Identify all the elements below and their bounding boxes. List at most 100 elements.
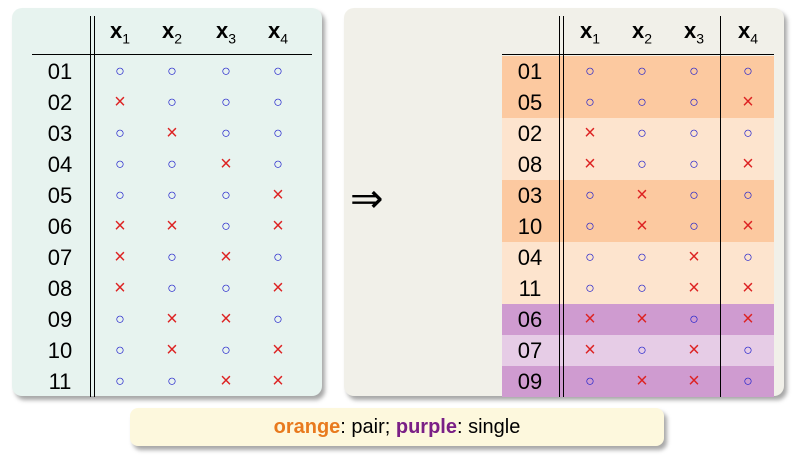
cross-mark: × — [114, 246, 126, 268]
circle-mark: ○ — [743, 373, 753, 390]
circle-mark: ○ — [221, 187, 231, 204]
table-row: 05 ○ ○ ○ × — [32, 180, 312, 211]
header-x3: x3 — [674, 8, 714, 46]
circle-mark: ○ — [115, 125, 125, 142]
legend-caption: orange: pair; purple: single — [130, 408, 664, 446]
circle-mark: ○ — [637, 156, 647, 173]
cross-mark: × — [636, 215, 648, 237]
circle-mark: ○ — [743, 249, 753, 266]
table-row: 11 ○ ○ × × — [502, 273, 774, 304]
cross-mark: × — [220, 246, 232, 268]
circle-mark: ○ — [637, 94, 647, 111]
cross-mark: × — [742, 153, 754, 175]
circle-mark: ○ — [689, 311, 699, 328]
header-x2: x2 — [622, 8, 662, 46]
header-x2: x2 — [152, 8, 192, 46]
circle-mark: ○ — [221, 125, 231, 142]
circle-mark: ○ — [115, 311, 125, 328]
table-row: 06 × × ○ × — [32, 211, 312, 242]
header-x3: x3 — [206, 8, 246, 46]
cross-mark: × — [584, 122, 596, 144]
row-id: 10 — [47, 338, 73, 363]
row-id: 07 — [47, 245, 73, 270]
row-id: 03 — [47, 121, 73, 146]
circle-mark: ○ — [273, 249, 283, 266]
cross-mark: × — [114, 215, 126, 237]
circle-mark: ○ — [273, 156, 283, 173]
cross-mark: × — [220, 370, 232, 392]
circle-mark: ○ — [743, 187, 753, 204]
caption-single-text: : single — [457, 416, 521, 438]
circle-mark: ○ — [167, 63, 177, 80]
table-row: 08 × ○ ○ × — [502, 149, 774, 180]
circle-mark: ○ — [273, 125, 283, 142]
row-id: 02 — [517, 121, 543, 146]
circle-mark: ○ — [273, 94, 283, 111]
circle-mark: ○ — [585, 249, 595, 266]
circle-mark: ○ — [689, 94, 699, 111]
right-table: x1 x2 x3 x4 01 ○ ○ ○ ○ 05 ○ ○ ○ × 02 × ○ ○ ○ 08 × ○ ○ × 03 ○ × ○ ○ 10… — [344, 8, 784, 397]
table-row: 10 ○ × ○ × — [502, 211, 774, 242]
cross-mark: × — [166, 122, 178, 144]
cross-mark: × — [272, 215, 284, 237]
row-id: 01 — [517, 59, 543, 84]
circle-mark: ○ — [585, 187, 595, 204]
table-row: 03 ○ × ○ ○ — [502, 180, 774, 211]
circle-mark: ○ — [167, 280, 177, 297]
cross-mark: × — [272, 339, 284, 361]
table-row: 01 ○ ○ ○ ○ — [32, 56, 312, 87]
header-subscript: 2 — [644, 30, 653, 47]
table-row: 09 ○ × × ○ — [502, 366, 774, 397]
circle-mark: ○ — [743, 63, 753, 80]
circle-mark: ○ — [637, 63, 647, 80]
row-id: 05 — [517, 90, 543, 115]
circle-mark: ○ — [637, 342, 647, 359]
row-id: 03 — [517, 183, 543, 208]
table-row: 08 × ○ ○ × — [32, 273, 312, 304]
header-base: x — [161, 18, 175, 43]
cross-mark: × — [220, 308, 232, 330]
cross-mark: × — [114, 91, 126, 113]
header-subscript: 1 — [122, 30, 131, 47]
circle-mark: ○ — [115, 342, 125, 359]
table-row: 03 ○ × ○ ○ — [32, 118, 312, 149]
table-row: 07 × ○ × ○ — [502, 335, 774, 366]
column-separator — [559, 16, 560, 397]
circle-mark: ○ — [585, 373, 595, 390]
cross-mark: × — [742, 215, 754, 237]
circle-mark: ○ — [585, 280, 595, 297]
table-row: 07 × ○ × ○ — [32, 242, 312, 273]
header-x1: x1 — [100, 8, 140, 46]
table-row: 09 ○ × × ○ — [32, 304, 312, 335]
row-id: 09 — [47, 307, 73, 332]
header-subscript: 3 — [696, 30, 705, 47]
row-id: 08 — [517, 152, 543, 177]
circle-mark: ○ — [689, 63, 699, 80]
circle-mark: ○ — [689, 218, 699, 235]
cross-mark: × — [272, 184, 284, 206]
row-id: 02 — [47, 90, 73, 115]
caption-pair-text: : pair; — [340, 416, 396, 438]
cross-mark: × — [166, 308, 178, 330]
caption-orange-keyword: orange — [273, 416, 341, 438]
implies-arrow: ⇒ — [350, 176, 384, 222]
circle-mark: ○ — [689, 187, 699, 204]
cross-mark: × — [584, 339, 596, 361]
circle-mark: ○ — [221, 63, 231, 80]
cross-mark: × — [742, 91, 754, 113]
row-id: 06 — [47, 214, 73, 239]
column-separator-x4 — [720, 16, 721, 397]
cross-mark: × — [688, 339, 700, 361]
header-base: x — [109, 18, 123, 43]
circle-mark: ○ — [585, 218, 595, 235]
header-base: x — [683, 18, 697, 43]
header-base: x — [737, 18, 751, 43]
header-subscript: 2 — [174, 30, 183, 47]
row-id: 06 — [517, 307, 543, 332]
circle-mark: ○ — [167, 249, 177, 266]
circle-mark: ○ — [743, 125, 753, 142]
row-id: 09 — [517, 369, 543, 394]
row-id: 01 — [47, 59, 73, 84]
circle-mark: ○ — [221, 94, 231, 111]
circle-mark: ○ — [115, 187, 125, 204]
